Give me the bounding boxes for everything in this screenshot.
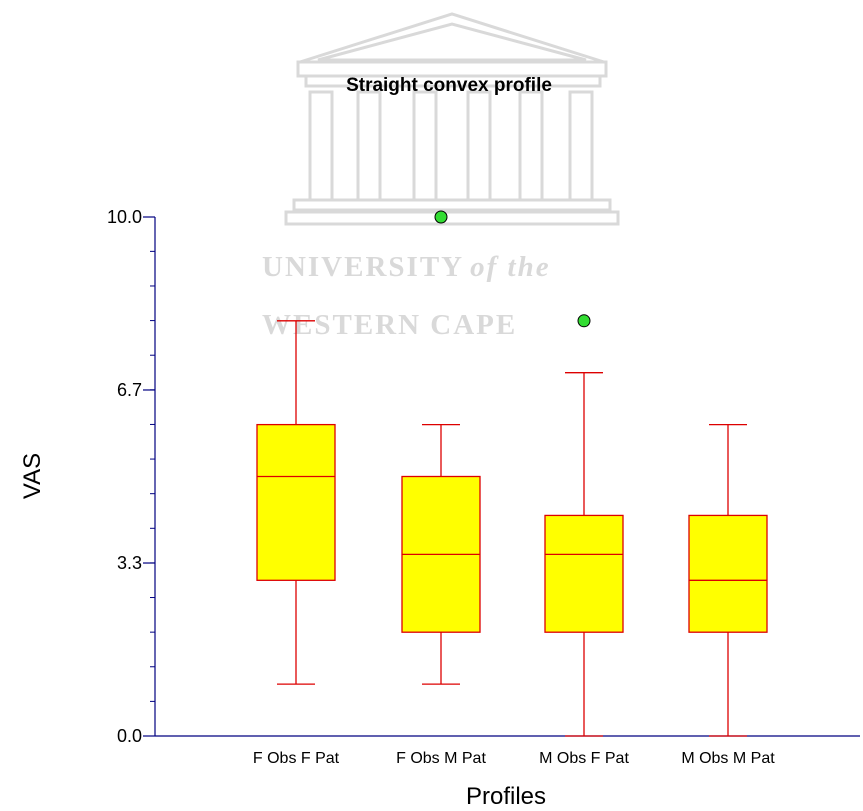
x-axis-title: Profiles [466, 783, 546, 810]
y-ticks: 0.0 3.3 6.7 10.0 [107, 207, 155, 746]
y-axis-title: VAS [19, 453, 46, 499]
x-tick-label: M Obs M Pat [681, 750, 775, 767]
box-iqr [256, 423, 336, 581]
box-iqr [544, 514, 624, 633]
university-seal-watermark: UNIVERSITY of the WESTERN CAPE [262, 12, 620, 341]
outlier-point [434, 210, 448, 224]
chart-title: Straight convex profile [346, 75, 552, 96]
watermark-line1: UNIVERSITY of the [262, 251, 551, 283]
y-tick-label: 6.7 [117, 380, 142, 400]
y-tick-label: 10.0 [107, 207, 142, 227]
boxes [256, 210, 768, 737]
box-4 [688, 423, 768, 737]
box-2 [401, 210, 481, 685]
x-tick-label: F Obs F Pat [253, 750, 340, 767]
box-iqr [688, 514, 768, 633]
outlier-point [577, 314, 591, 328]
building-logo [284, 12, 620, 226]
box-3 [544, 314, 624, 737]
watermark-line2: WESTERN CAPE [262, 309, 517, 341]
y-tick-label: 3.3 [117, 553, 142, 573]
x-tick-label: M Obs F Pat [539, 750, 629, 767]
x-tick-label: F Obs M Pat [396, 750, 486, 767]
y-tick-label: 0.0 [117, 726, 142, 746]
x-tick-labels: F Obs F Pat F Obs M Pat M Obs F Pat M Obs M… [253, 750, 775, 767]
box-1 [256, 320, 336, 685]
